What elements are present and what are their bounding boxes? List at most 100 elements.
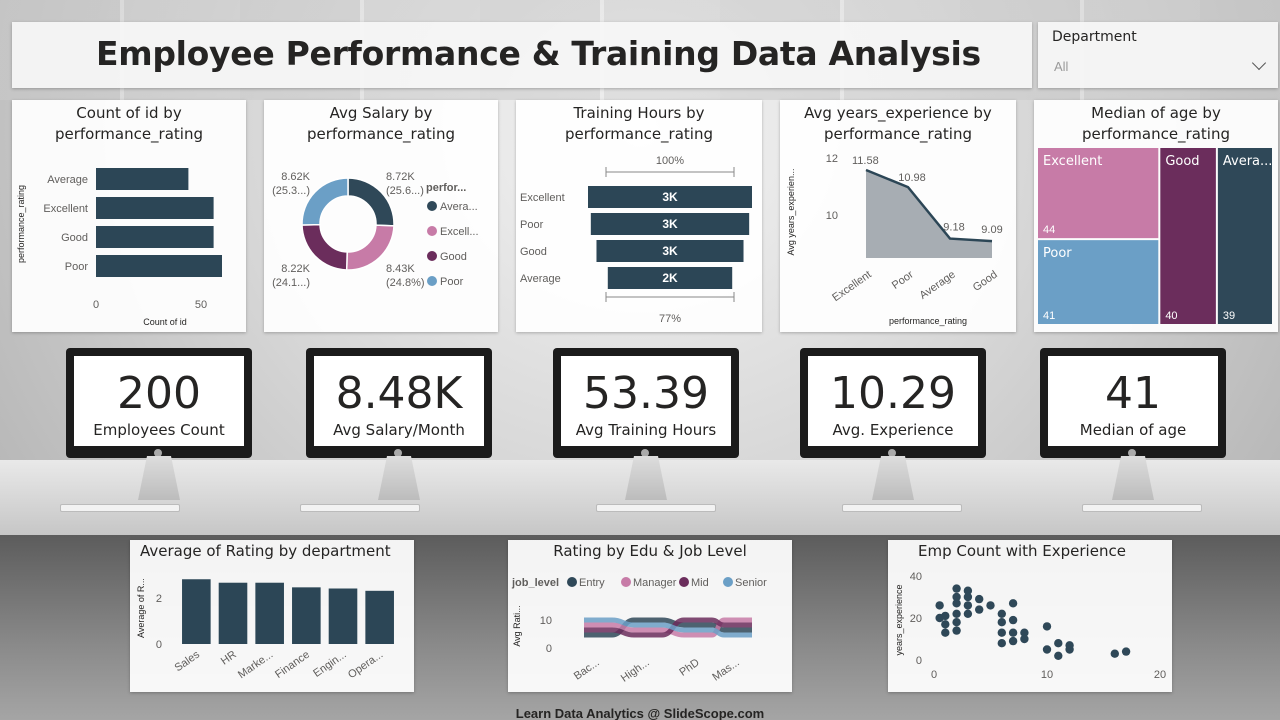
slice-value-label: 8.72K: [386, 171, 415, 183]
apple-logo-icon: [1128, 449, 1136, 457]
rating-by-edu-job-card: Rating by Edu & Job Level job_level Entry…: [508, 540, 792, 692]
slicer-label: Department: [1052, 29, 1137, 45]
legend-marker: [679, 577, 689, 587]
x-tick-label: 10: [1041, 669, 1053, 681]
training-funnel-chart: 100% 3K Excellent 3K Poor 3K Good 2K Average 77%: [520, 155, 752, 325]
tile-name-label: Avera...: [1223, 154, 1273, 169]
kpi-median-age: 41 Median of age: [1040, 348, 1226, 458]
tile-name-label: Excellent: [1043, 154, 1102, 169]
kpi-label: Avg. Experience: [832, 421, 954, 439]
legend-title: perfor...: [426, 182, 466, 194]
y-axis-label: Avg years_experien...: [786, 169, 796, 256]
count-bar-chart: Average Excellent Good Poor 0 50 Count of id pe…: [16, 168, 222, 327]
scatter-point: [1008, 636, 1018, 646]
chart-title: Avg years_experience by performance_rati…: [804, 104, 992, 143]
bar: [96, 255, 222, 277]
bar: [365, 590, 394, 644]
page-title: Employee Performance & Training Data Ana…: [96, 34, 981, 73]
scatter-point: [952, 618, 961, 627]
scatter-point: [1121, 647, 1131, 656]
ribbon-band: [584, 617, 752, 638]
slice-value-label: 8.22K: [281, 263, 310, 275]
chart-title: Training Hours by performance_rating: [564, 104, 713, 143]
scatter-point: [941, 628, 950, 637]
ribbon-band: [584, 617, 752, 638]
chart-title: Rating by Edu & Job Level: [553, 542, 747, 560]
y-axis-label: Avg Rati...: [512, 605, 522, 646]
legend-marker: [427, 251, 437, 261]
chart-title: Median of age by performance_rating: [1081, 104, 1230, 143]
scatter-point: [1020, 628, 1029, 637]
kpi-avg-training-hours: 53.39 Avg Training Hours: [553, 348, 739, 458]
kpi-value: 53.39: [583, 368, 709, 419]
bar: [96, 197, 214, 219]
chart-title: Avg Salary by performance_rating: [306, 104, 455, 143]
funnel-bar: [607, 267, 733, 289]
kpi-label: Avg Training Hours: [575, 421, 717, 439]
slice-percent-label: (25.6...): [386, 185, 424, 197]
y-axis-label: years_experience: [894, 584, 904, 655]
y-tick-label: Average: [47, 174, 88, 186]
tile-name-label: Poor: [1043, 246, 1072, 261]
department-slicer[interactable]: Department All: [1038, 22, 1278, 88]
category-label: Excellent: [520, 192, 565, 204]
scatter-point: [997, 618, 1006, 627]
scatter-point: [1042, 622, 1052, 631]
data-label: 11.58: [852, 155, 879, 167]
scatter-point: [986, 601, 995, 610]
bar-value-label: 3K: [662, 244, 678, 258]
bar: [182, 579, 211, 644]
kpi-value: 41: [1105, 368, 1161, 419]
treemap-tile: [1038, 240, 1159, 324]
legend-label: Poor: [440, 276, 464, 288]
x-tick-label: Mas...: [710, 657, 741, 684]
legend-label: Entry: [579, 577, 605, 589]
x-tick-label: High...: [619, 657, 652, 685]
scatter-point: [952, 592, 961, 602]
experience-area-chart: 11.58 Excellent 10.98 Poor 9.18 Average 9.09 Go…: [786, 153, 1003, 326]
y-tick-label: 40: [910, 571, 922, 583]
chevron-down-icon[interactable]: [1251, 55, 1267, 71]
slice-percent-label: (24.8%): [386, 277, 425, 289]
bar-value-label: 3K: [662, 190, 678, 204]
age-by-rating-card: Median of age by performance_rating Exce…: [1034, 100, 1278, 332]
data-label: 9.18: [943, 222, 964, 234]
y-tick-label: 12: [826, 153, 838, 165]
funnel-bar: [588, 186, 752, 208]
kpi-avg-experience: 10.29 Avg. Experience: [800, 348, 986, 458]
scatter-point: [952, 609, 961, 618]
chart-title: Count of id by performance_rating: [54, 104, 203, 143]
funnel-bar: [596, 240, 744, 262]
rating-by-department-card: Average of Rating by department Sales HR M…: [130, 540, 414, 692]
count-by-rating-card: Count of id by performance_rating Averag…: [12, 100, 246, 332]
slicer-value[interactable]: All: [1054, 59, 1069, 74]
bar: [292, 587, 321, 644]
footer-watermark: Learn Data Analytics @ SlideScope.com: [515, 706, 765, 720]
kpi-value: 8.48K: [335, 368, 463, 419]
x-tick-label: Bac...: [572, 657, 602, 683]
keyboard: [300, 504, 420, 512]
bar: [255, 582, 284, 644]
scatter-point: [963, 592, 973, 602]
y-tick-label: 2: [156, 593, 162, 605]
x-tick-label: 50: [195, 299, 207, 311]
x-axis-label: performance_rating: [889, 316, 967, 326]
x-tick-label: Poor: [890, 268, 916, 291]
legend-label: Excell...: [440, 226, 479, 238]
slice-value-label: 8.62K: [281, 171, 310, 183]
scatter-point: [1008, 628, 1018, 637]
x-tick-label: Engin...: [311, 649, 348, 680]
x-tick-label: Excellent: [830, 269, 873, 304]
bar: [96, 168, 189, 190]
legend-label: Senior: [735, 577, 767, 589]
funnel-bar: [590, 213, 750, 235]
edu-ribbon-chart: job_level Entry Manager Mid Senior 10 0 Bac... H…: [511, 577, 767, 685]
x-tick-label: 0: [93, 299, 99, 311]
legend-label: Avera...: [440, 201, 478, 213]
scatter-point: [1020, 634, 1029, 644]
treemap-tile: [1038, 148, 1159, 239]
bottom-percent-label: 77%: [659, 313, 681, 325]
y-tick-label: 20: [910, 613, 922, 625]
salary-donut-chart: 8.72K (25.6...) 8.43K (24.8%) 8.22K (24.1...)…: [272, 171, 479, 289]
